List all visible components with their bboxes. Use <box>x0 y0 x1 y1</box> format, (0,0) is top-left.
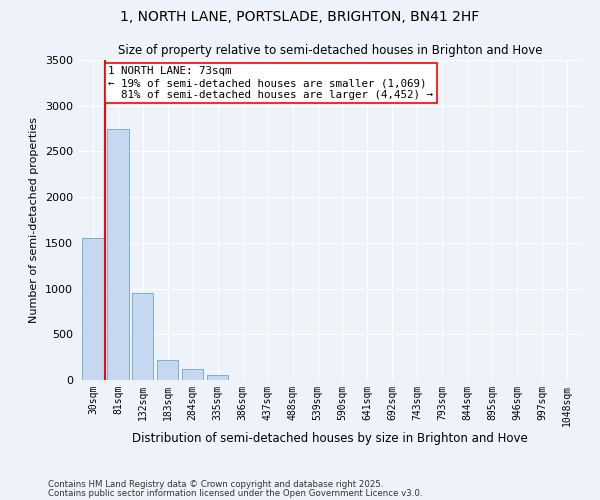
Text: Contains HM Land Registry data © Crown copyright and database right 2025.: Contains HM Land Registry data © Crown c… <box>48 480 383 489</box>
X-axis label: Distribution of semi-detached houses by size in Brighton and Hove: Distribution of semi-detached houses by … <box>132 432 528 444</box>
Bar <box>107 128 128 380</box>
Text: 1, NORTH LANE, PORTSLADE, BRIGHTON, BN41 2HF: 1, NORTH LANE, PORTSLADE, BRIGHTON, BN41… <box>121 10 479 24</box>
Bar <box>82 238 104 380</box>
Text: Contains public sector information licensed under the Open Government Licence v3: Contains public sector information licen… <box>48 488 422 498</box>
Bar <box>132 293 154 380</box>
Bar <box>182 370 203 380</box>
Y-axis label: Number of semi-detached properties: Number of semi-detached properties <box>29 117 40 323</box>
Bar <box>157 360 178 380</box>
Bar <box>207 375 229 380</box>
Text: 1 NORTH LANE: 73sqm
← 19% of semi-detached houses are smaller (1,069)
  81% of s: 1 NORTH LANE: 73sqm ← 19% of semi-detach… <box>109 66 433 100</box>
Title: Size of property relative to semi-detached houses in Brighton and Hove: Size of property relative to semi-detach… <box>118 44 542 58</box>
